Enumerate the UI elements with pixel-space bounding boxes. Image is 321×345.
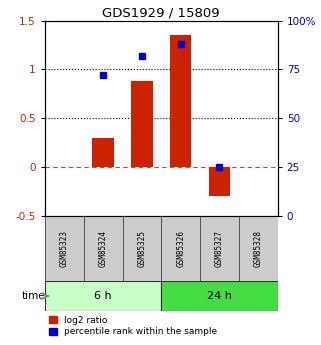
Bar [161, 281, 278, 311]
Legend: log2 ratio, percentile rank within the sample: log2 ratio, percentile rank within the s… [49, 316, 217, 336]
Text: time: time [21, 291, 45, 301]
Text: GSM85323: GSM85323 [60, 230, 69, 267]
Bar [84, 216, 123, 281]
Text: GSM85326: GSM85326 [176, 230, 185, 267]
Bar [209, 167, 230, 196]
Text: GSM85324: GSM85324 [99, 230, 108, 267]
Bar [45, 281, 161, 311]
Text: 6 h: 6 h [94, 291, 112, 301]
Bar [200, 216, 239, 281]
Text: GSM85327: GSM85327 [215, 230, 224, 267]
Title: GDS1929 / 15809: GDS1929 / 15809 [102, 7, 220, 20]
Text: GSM85328: GSM85328 [254, 230, 263, 267]
Bar [92, 138, 114, 167]
Bar [131, 81, 152, 167]
Bar [123, 216, 161, 281]
Bar [239, 216, 278, 281]
Bar [161, 216, 200, 281]
Text: GSM85325: GSM85325 [137, 230, 146, 267]
Text: 24 h: 24 h [207, 291, 232, 301]
Bar [45, 216, 84, 281]
Bar [170, 35, 191, 167]
